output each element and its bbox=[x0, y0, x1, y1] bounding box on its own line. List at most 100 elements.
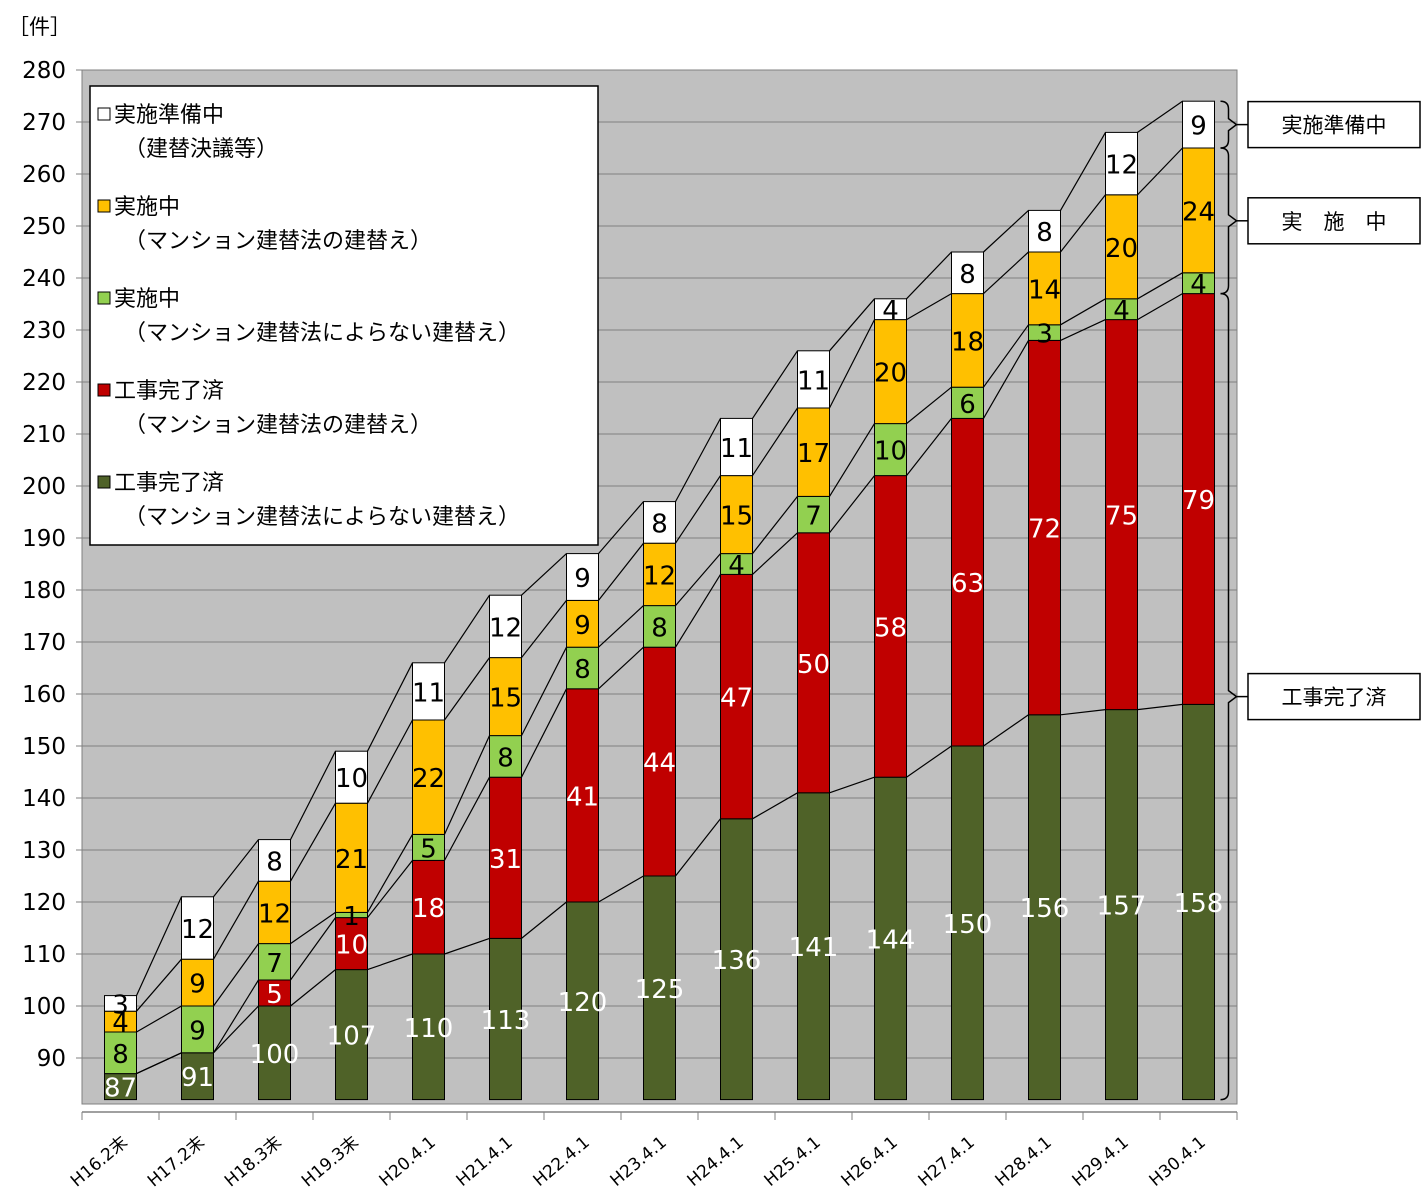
bar-segment bbox=[412, 662, 445, 721]
legend: 実施準備中 （建替決議等） 実施中 （マンション建替法の建替え） 実施中 （マンション建替… bbox=[89, 85, 599, 546]
bar-segment bbox=[797, 792, 830, 1101]
connector-line bbox=[443, 735, 491, 835]
data-label: 144 bbox=[866, 925, 916, 955]
bar-segment bbox=[1182, 293, 1215, 705]
connector-line bbox=[906, 293, 952, 321]
data-label: 8 bbox=[651, 613, 668, 643]
data-label: 11 bbox=[797, 366, 830, 396]
connector-line bbox=[983, 209, 1029, 253]
data-label: 50 bbox=[797, 650, 830, 680]
data-label: 100 bbox=[250, 1040, 300, 1070]
bar-segment bbox=[489, 937, 522, 1101]
data-label: 3 bbox=[1036, 320, 1053, 350]
connector-line bbox=[674, 574, 722, 648]
data-label: 150 bbox=[943, 910, 993, 940]
bar-segment bbox=[335, 750, 368, 804]
bar-segment bbox=[335, 969, 368, 1101]
connector-line bbox=[367, 953, 413, 971]
data-label: 8 bbox=[112, 1040, 129, 1070]
connector-line bbox=[828, 319, 876, 409]
bar-segment bbox=[951, 386, 984, 419]
legend-swatch bbox=[97, 383, 111, 397]
connector-line bbox=[752, 407, 798, 476]
data-label: 79 bbox=[1182, 486, 1215, 516]
data-label: 9 bbox=[1190, 112, 1207, 142]
bar-segment bbox=[1105, 194, 1138, 300]
y-tick-label: 120 bbox=[22, 890, 66, 916]
data-label: 125 bbox=[635, 975, 685, 1005]
x-axis: H16.2末 H17.2末 H18.3末 H19.3末 H20.4.1 H21.4.1 H2… bbox=[67, 1111, 1238, 1192]
data-label: 9 bbox=[574, 611, 591, 641]
legend-sublabel: （マンション建替法によらない建替え） bbox=[124, 321, 520, 346]
connector-line bbox=[1060, 298, 1106, 326]
legend-label: 実施中 bbox=[114, 287, 180, 312]
bar-segment bbox=[797, 532, 830, 794]
connector-line bbox=[675, 553, 721, 606]
bar-segment bbox=[951, 745, 984, 1101]
data-label: 10 bbox=[335, 931, 368, 961]
legend-box bbox=[89, 85, 599, 546]
side-label-box bbox=[1247, 672, 1421, 721]
data-label: 91 bbox=[181, 1063, 214, 1093]
data-label: 11 bbox=[412, 678, 445, 708]
connector-line bbox=[752, 350, 798, 419]
y-tick-label: 200 bbox=[22, 474, 66, 500]
bars bbox=[104, 100, 1215, 1101]
connector-line bbox=[983, 251, 1029, 295]
data-label: 4 bbox=[112, 1009, 129, 1039]
data-label: 12 bbox=[1105, 151, 1138, 181]
connector-line bbox=[906, 745, 952, 778]
data-label: 10 bbox=[874, 437, 907, 467]
connector-line bbox=[521, 600, 567, 658]
data-label: 136 bbox=[712, 946, 762, 976]
x-category-label: H20.4.1 bbox=[376, 1133, 440, 1191]
y-tick-label: 110 bbox=[22, 942, 66, 968]
legend-sublabel: （マンション建替法の建替え） bbox=[124, 229, 432, 254]
y-tick-label: 140 bbox=[22, 786, 66, 812]
data-label: 12 bbox=[258, 899, 291, 929]
bar-segment bbox=[720, 475, 753, 555]
bar-segment bbox=[797, 407, 830, 497]
connector-line bbox=[136, 1052, 182, 1075]
data-label: 87 bbox=[104, 1074, 137, 1104]
connector-line bbox=[289, 750, 337, 840]
data-label: 72 bbox=[1028, 515, 1061, 545]
bar-segment bbox=[104, 1073, 137, 1101]
bar-segment bbox=[181, 896, 214, 960]
connector-line bbox=[366, 662, 414, 752]
connector-line bbox=[213, 1005, 259, 1054]
data-label: 8 bbox=[651, 509, 668, 539]
bar-segment bbox=[1028, 251, 1061, 326]
data-label: 20 bbox=[1105, 234, 1138, 264]
connector-line bbox=[598, 646, 644, 690]
connector-line bbox=[366, 719, 414, 804]
connector-line bbox=[598, 875, 644, 903]
bar-segment bbox=[643, 875, 676, 1101]
legend-label: 実施準備中 bbox=[114, 103, 224, 128]
side-label: 工事完了済 bbox=[1282, 686, 1387, 710]
connector-line bbox=[1137, 293, 1183, 321]
connector-line bbox=[366, 834, 414, 913]
data-label: 12 bbox=[181, 915, 214, 945]
side-label: 実 施 中 bbox=[1282, 210, 1387, 234]
bar-segment bbox=[489, 594, 522, 659]
data-label: 58 bbox=[874, 613, 907, 643]
bar-segment bbox=[643, 501, 676, 544]
data-label: 15 bbox=[489, 684, 522, 714]
x-category-label: H17.2末 bbox=[144, 1133, 209, 1192]
data-label: 31 bbox=[489, 845, 522, 875]
x-category-label: H19.3末 bbox=[298, 1133, 363, 1192]
y-tick-label: 170 bbox=[22, 630, 66, 656]
data-label: 5 bbox=[420, 834, 437, 864]
data-label: 14 bbox=[1028, 275, 1061, 305]
bar-segment bbox=[489, 657, 522, 737]
y-tick-label: 260 bbox=[22, 162, 66, 188]
connector-line bbox=[521, 901, 567, 939]
y-tick-label: 240 bbox=[22, 266, 66, 292]
x-category-label: H24.4.1 bbox=[684, 1133, 748, 1191]
bar-segment bbox=[566, 688, 599, 903]
data-label: 4 bbox=[882, 296, 899, 326]
x-category-label: H21.4.1 bbox=[453, 1133, 517, 1191]
data-label: 4 bbox=[1113, 296, 1130, 326]
